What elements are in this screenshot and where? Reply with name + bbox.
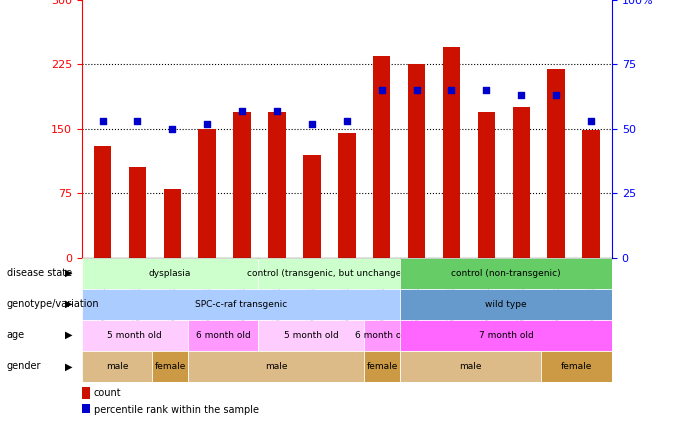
- Point: [376, 87, 387, 94]
- Text: 7 month old: 7 month old: [479, 331, 533, 340]
- Point: [481, 87, 492, 94]
- Bar: [443, 47, 460, 258]
- Text: wild type: wild type: [485, 300, 527, 309]
- Text: dysplasia: dysplasia: [149, 269, 191, 278]
- Text: ▶: ▶: [65, 268, 73, 278]
- Bar: [94, 146, 112, 258]
- Bar: [408, 64, 425, 258]
- Text: 6 month old: 6 month old: [355, 331, 409, 340]
- Text: female: female: [561, 362, 592, 371]
- Bar: [373, 56, 390, 258]
- Bar: [269, 111, 286, 258]
- Bar: [303, 155, 321, 258]
- Bar: [129, 167, 146, 258]
- Text: disease state: disease state: [7, 268, 72, 278]
- Text: 6 month old: 6 month old: [196, 331, 250, 340]
- Bar: [582, 131, 600, 258]
- Text: ▶: ▶: [65, 330, 73, 340]
- Text: age: age: [7, 330, 25, 340]
- Text: gender: gender: [7, 361, 41, 371]
- Text: ▶: ▶: [65, 361, 73, 371]
- Bar: [477, 111, 495, 258]
- Point: [237, 107, 248, 114]
- Text: 5 month old: 5 month old: [107, 331, 162, 340]
- Point: [551, 92, 562, 99]
- Point: [341, 118, 352, 125]
- Point: [132, 118, 143, 125]
- Text: SPC-c-raf transgenic: SPC-c-raf transgenic: [194, 300, 287, 309]
- Text: control (non-transgenic): control (non-transgenic): [451, 269, 561, 278]
- Point: [271, 107, 282, 114]
- Bar: [82, 386, 90, 399]
- Text: female: female: [154, 362, 186, 371]
- Point: [411, 87, 422, 94]
- Bar: [233, 111, 251, 258]
- Text: percentile rank within the sample: percentile rank within the sample: [94, 405, 258, 415]
- Bar: [164, 189, 181, 258]
- Bar: [547, 69, 565, 258]
- Point: [446, 87, 457, 94]
- Bar: [513, 107, 530, 258]
- Point: [307, 120, 318, 127]
- Text: female: female: [367, 362, 398, 371]
- Point: [97, 118, 108, 125]
- Point: [516, 92, 527, 99]
- Text: male: male: [265, 362, 288, 371]
- Text: male: male: [105, 362, 129, 371]
- Text: male: male: [459, 362, 482, 371]
- Bar: [199, 129, 216, 258]
- Point: [585, 118, 596, 125]
- Text: genotype/variation: genotype/variation: [7, 299, 99, 309]
- Text: 5 month old: 5 month old: [284, 331, 339, 340]
- Bar: [338, 133, 356, 258]
- Text: control (transgenic, but unchanged): control (transgenic, but unchanged): [248, 269, 411, 278]
- Bar: [82, 404, 90, 416]
- Text: ▶: ▶: [65, 299, 73, 309]
- Point: [202, 120, 213, 127]
- Point: [167, 125, 177, 132]
- Text: count: count: [94, 388, 121, 398]
